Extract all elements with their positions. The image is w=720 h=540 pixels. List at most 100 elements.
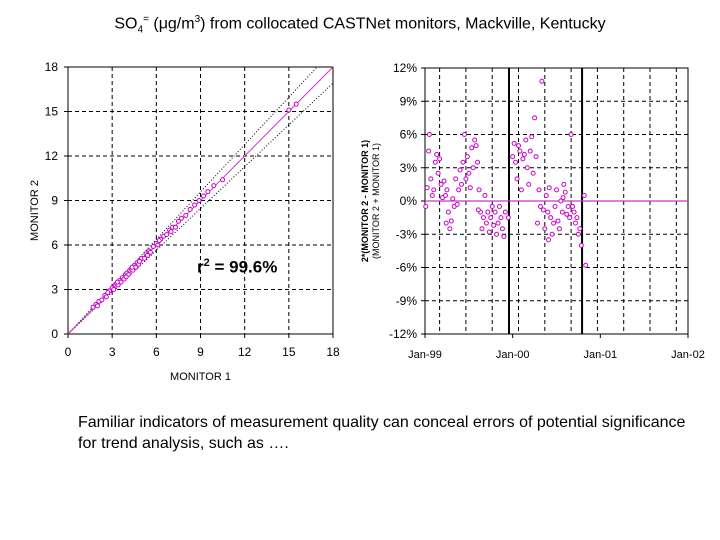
- right-tick-label-x: Jan-02: [671, 349, 705, 361]
- left-data-point: [172, 224, 178, 230]
- right-data-point: [523, 137, 529, 143]
- left-data-point: [111, 287, 117, 292]
- right-data-point: [448, 218, 454, 224]
- right-data-point: [511, 140, 517, 146]
- right-tick-label-y: 9%: [400, 94, 418, 108]
- right-data-point: [532, 115, 538, 121]
- right-data-point: [562, 189, 568, 195]
- right-data-point: [545, 237, 551, 243]
- left-tick-label-x: 3: [109, 345, 116, 359]
- right-data-point: [447, 226, 453, 232]
- left-tick-label-y: 0: [51, 327, 58, 341]
- r-squared-annotation: r2 = 99.6%: [197, 257, 277, 278]
- right-tick-label-x: Jan-00: [496, 349, 530, 361]
- left-tick-label-y: 18: [45, 60, 59, 74]
- right-data-point: [498, 215, 504, 221]
- left-data-point: [293, 101, 299, 107]
- right-y-axis-label-sub: (MONITOR 2 + MONITOR 1): [371, 143, 381, 259]
- right-data-point: [467, 185, 473, 191]
- title-text-1: SO: [114, 15, 138, 33]
- left-data-point: [205, 189, 211, 195]
- right-data-point: [431, 187, 437, 193]
- right-data-point: [443, 220, 449, 226]
- right-data-point: [581, 192, 587, 198]
- left-data-point: [103, 294, 109, 300]
- right-data-point: [450, 196, 456, 202]
- right-data-point: [578, 242, 584, 248]
- right-data-point: [568, 132, 574, 137]
- left-data-point: [175, 218, 181, 224]
- right-data-point: [565, 204, 571, 210]
- r-squared-sup: 2: [203, 257, 210, 269]
- right-data-point: [520, 156, 526, 162]
- right-data-point: [457, 167, 463, 173]
- right-data-point: [559, 209, 565, 215]
- left-data-point: [99, 297, 105, 303]
- right-data-point: [434, 151, 440, 157]
- right-data-point: [545, 209, 551, 215]
- right-data-point: [492, 209, 498, 215]
- right-tick-label-y: -6%: [396, 261, 418, 275]
- title-superscript-2: 3: [194, 14, 201, 25]
- right-data-point: [575, 231, 581, 237]
- left-data-point: [147, 249, 153, 255]
- right-data-point: [556, 226, 562, 232]
- right-data-point: [526, 181, 532, 187]
- left-data-point: [155, 242, 161, 248]
- right-data-point: [475, 159, 481, 165]
- right-data-point: [479, 226, 485, 232]
- right-data-point: [424, 185, 430, 191]
- right-data-point: [445, 209, 451, 215]
- right-data-point: [442, 192, 448, 198]
- right-data-point: [571, 209, 577, 215]
- right-data-point: [542, 226, 548, 232]
- title-text-4: ) from collocated CASTNet monitors, Mack…: [200, 15, 606, 33]
- right-data-point: [441, 178, 447, 184]
- right-data-point: [453, 176, 459, 182]
- left-lower-bound-line: [67, 82, 334, 335]
- left-data-point: [211, 183, 217, 189]
- right-data-point: [472, 137, 478, 143]
- left-tick-label-x: 15: [282, 345, 296, 359]
- right-data-point: [574, 215, 580, 221]
- left-tick-label-y: 12: [45, 149, 59, 163]
- right-tick-label-y: 6%: [400, 128, 418, 142]
- right-data-point: [527, 148, 533, 154]
- left-data-point: [183, 212, 189, 218]
- right-data-point: [572, 220, 578, 226]
- right-data-point: [437, 156, 443, 162]
- right-data-point: [535, 220, 541, 226]
- right-data-point: [435, 170, 441, 176]
- right-data-point: [521, 151, 527, 157]
- caption-text: Familiar indicators of measurement quali…: [78, 414, 686, 452]
- right-data-point: [426, 132, 432, 137]
- right-data-point: [423, 204, 429, 210]
- left-data-point: [220, 177, 226, 183]
- left-data-point: [164, 232, 170, 238]
- right-data-point: [426, 148, 432, 154]
- left-data-point: [105, 289, 111, 295]
- right-data-point: [494, 231, 500, 237]
- right-data-point: [482, 192, 488, 198]
- title-text-2: (: [148, 15, 159, 33]
- right-data-point: [491, 222, 497, 228]
- title-text-3: g/m: [167, 15, 195, 33]
- right-data-point: [514, 176, 520, 182]
- left-data-point: [196, 198, 202, 203]
- left-tick-label-x: 18: [326, 345, 340, 359]
- right-y-axis-label-main: 2*(MONITOR 2 - MONITOR 1): [360, 140, 370, 262]
- right-data-point: [456, 187, 462, 193]
- right-data-point: [429, 192, 435, 198]
- title-mu: μ: [158, 15, 168, 33]
- right-data-point: [570, 204, 576, 210]
- right-data-point: [499, 226, 505, 232]
- title-subscript: 4: [137, 24, 144, 36]
- left-data-point: [187, 206, 193, 212]
- right-tick-label-y: 3%: [400, 161, 418, 175]
- left-data-point: [142, 255, 148, 261]
- right-tick-label-x: Jan-01: [584, 349, 618, 361]
- right-data-point: [463, 176, 469, 182]
- right-data-point: [460, 159, 466, 165]
- right-data-point: [470, 165, 476, 171]
